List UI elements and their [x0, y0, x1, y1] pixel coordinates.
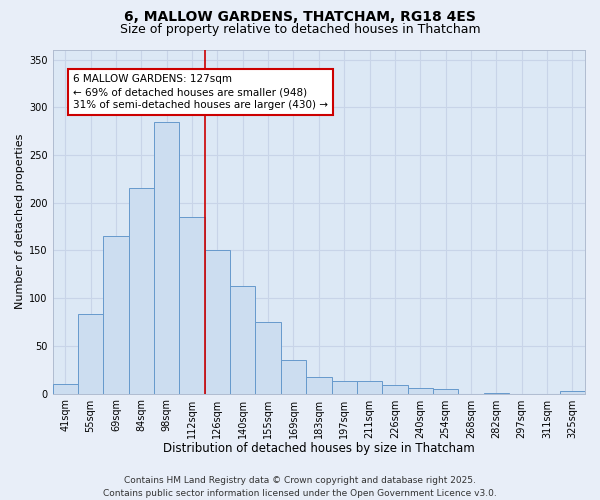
Bar — [53, 384, 78, 394]
Bar — [129, 188, 154, 394]
Text: 6, MALLOW GARDENS, THATCHAM, RG18 4ES: 6, MALLOW GARDENS, THATCHAM, RG18 4ES — [124, 10, 476, 24]
Text: 6 MALLOW GARDENS: 127sqm
← 69% of detached houses are smaller (948)
31% of semi-: 6 MALLOW GARDENS: 127sqm ← 69% of detach… — [73, 74, 328, 110]
Text: Contains HM Land Registry data © Crown copyright and database right 2025.
Contai: Contains HM Land Registry data © Crown c… — [103, 476, 497, 498]
Bar — [103, 236, 129, 394]
Bar — [407, 388, 433, 394]
Bar — [154, 122, 179, 394]
Bar — [484, 392, 509, 394]
Y-axis label: Number of detached properties: Number of detached properties — [15, 134, 25, 310]
Bar — [382, 385, 407, 394]
Bar — [306, 378, 332, 394]
Text: Size of property relative to detached houses in Thatcham: Size of property relative to detached ho… — [119, 22, 481, 36]
X-axis label: Distribution of detached houses by size in Thatcham: Distribution of detached houses by size … — [163, 442, 475, 455]
Bar — [433, 389, 458, 394]
Bar — [357, 381, 382, 394]
Bar — [179, 217, 205, 394]
Bar — [332, 381, 357, 394]
Bar — [560, 390, 585, 394]
Bar — [256, 322, 281, 394]
Bar — [78, 314, 103, 394]
Bar — [281, 360, 306, 394]
Bar — [230, 286, 256, 394]
Bar — [205, 250, 230, 394]
